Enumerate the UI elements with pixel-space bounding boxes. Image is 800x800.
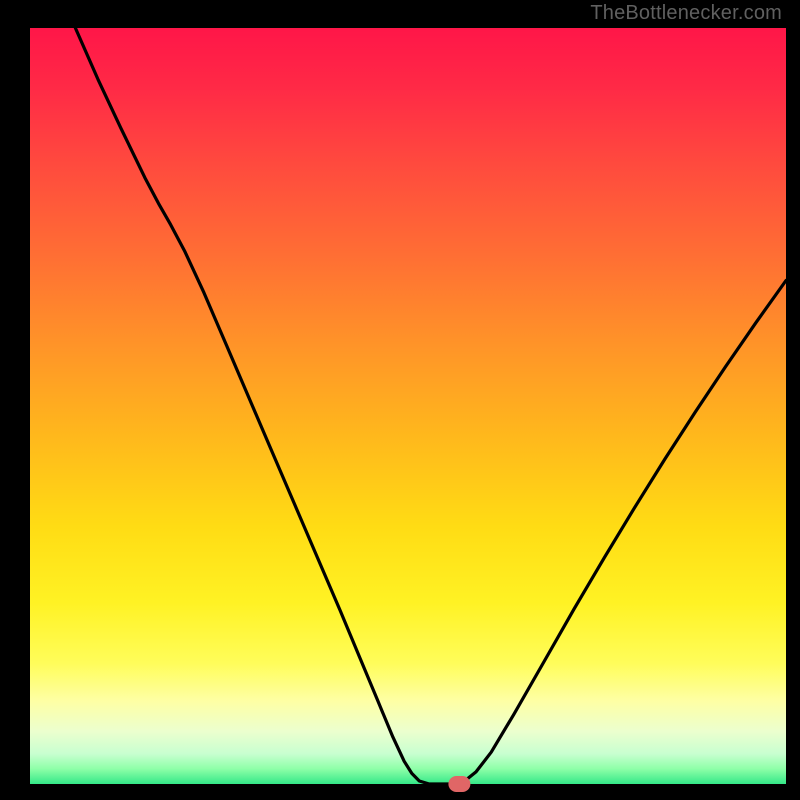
plot-background — [30, 28, 786, 784]
chart-svg — [0, 0, 800, 800]
optimal-point-marker — [448, 776, 470, 792]
attribution-label: TheBottlenecker.com — [590, 2, 782, 25]
chart-frame: TheBottlenecker.com — [0, 0, 800, 800]
